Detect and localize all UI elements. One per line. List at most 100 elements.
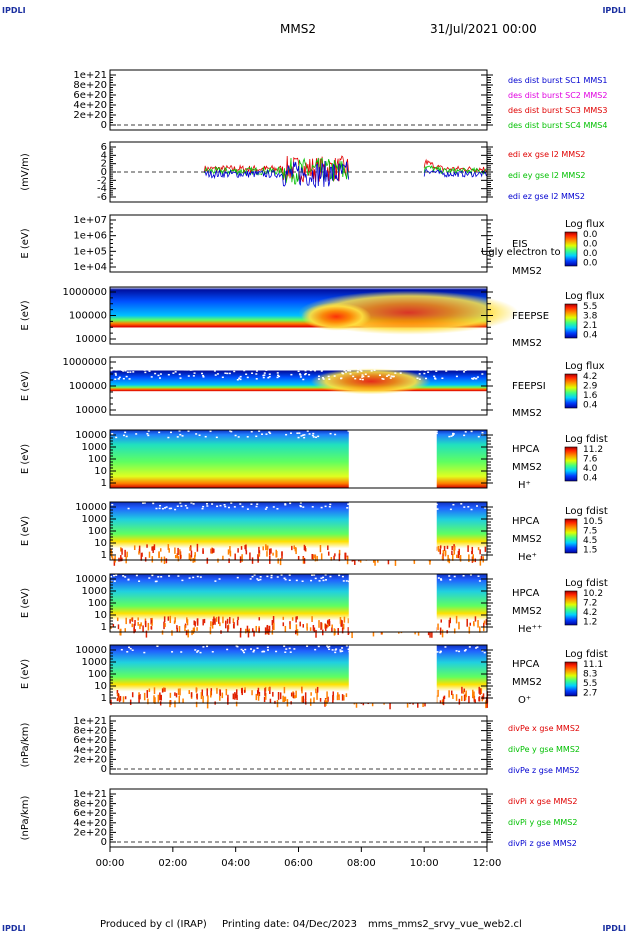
edi-legend-0: edi ex gse l2 MMS2 bbox=[508, 150, 585, 159]
hpca-h-label-1: MMS2 bbox=[512, 462, 542, 473]
edi-trace-2 bbox=[423, 168, 487, 178]
des-dist-ytick: 6e+20 bbox=[73, 90, 107, 101]
hpca-h-cbar-tick: 0.4 bbox=[583, 474, 598, 484]
hpca-hepp-ytick: 1000 bbox=[82, 586, 107, 597]
eis-label-0: EIS bbox=[512, 239, 528, 250]
des-dist-ytick: 8e+20 bbox=[73, 80, 107, 91]
hpca-hepp-ytick: 10 bbox=[94, 610, 107, 621]
feepse-cbar-title: Log flux bbox=[565, 291, 605, 302]
feepse-label-1: MMS2 bbox=[512, 338, 542, 349]
eis-colorbar bbox=[564, 231, 578, 267]
hpca-he-ytick: 1 bbox=[101, 550, 107, 561]
hpca-h-ytick: 1 bbox=[101, 478, 107, 489]
hpca-h-ytick: 10000 bbox=[75, 430, 107, 441]
hpca-h-cbar-title: Log fdist bbox=[565, 434, 608, 445]
edi-legend-2: edi ez gse l2 MMS2 bbox=[508, 192, 585, 201]
eis-ytick: 1e+07 bbox=[73, 215, 107, 226]
time-axis: 00:00 02:00 04:00 06:00 08:00 10:00 12:00 bbox=[96, 847, 502, 869]
divpi-legend-0: divPi x gse MMS2 bbox=[508, 797, 577, 806]
edi-trace-1 bbox=[423, 165, 487, 176]
edi-ylabel: (mV/m) bbox=[20, 153, 31, 191]
hpca-h-ytick: 10 bbox=[94, 466, 107, 477]
hpca-he-ytick: 10000 bbox=[75, 502, 107, 513]
panel-feepsi: 1000000 100000 10000 E (eV) FEEPSI MMS2 Log fl… bbox=[20, 356, 605, 419]
hpca-h-cbar-tick: 7.6 bbox=[583, 455, 598, 465]
hpca-o-label-1: MMS2 bbox=[512, 677, 542, 688]
divpe-ytick: 2e+20 bbox=[73, 754, 107, 765]
eis-cbar-title: Log flux bbox=[565, 219, 605, 230]
hpca-o-cbar-tick: 2.7 bbox=[583, 689, 597, 699]
feepsi-spectrogram bbox=[110, 369, 487, 400]
divpi-ytick: 1e+21 bbox=[73, 789, 107, 800]
hpca-h-cbar-tick: 4.0 bbox=[583, 464, 598, 474]
divpi-ytick: 8e+20 bbox=[73, 799, 107, 810]
hpca-hepp-cbar-tick: 1.2 bbox=[583, 618, 597, 628]
xtick-label: 12:00 bbox=[473, 858, 502, 869]
des-dist-legend-0: des dist burst SC1 MMS1 bbox=[508, 76, 607, 85]
hpca-hepp-data-gap bbox=[348, 574, 437, 632]
feepsi-cbar-tick: 1.6 bbox=[583, 391, 598, 401]
des-dist-ytick: 4e+20 bbox=[73, 100, 107, 111]
divpe-ytick: 1e+21 bbox=[73, 716, 107, 727]
feepse-cbar-tick: 0.4 bbox=[583, 331, 598, 341]
hpca-he-cbar-title: Log fdist bbox=[565, 506, 608, 517]
hpca-o-ytick: 10000 bbox=[75, 645, 107, 656]
divpe-legend-2: divPe z gse MMS2 bbox=[508, 766, 579, 775]
feepsi-cbar-tick: 2.9 bbox=[583, 382, 598, 392]
eis-overlay-label: Ugly electron to bbox=[481, 247, 561, 258]
hpca-o-ytick: 100 bbox=[88, 669, 107, 680]
panel-feepse: 1000000 100000 10000 E (eV) FEEPSE MMS2 Log fl… bbox=[20, 286, 605, 349]
hpca-o-cbar-tick: 5.5 bbox=[583, 679, 597, 689]
hpca-hepp-cbar-title: Log fdist bbox=[565, 578, 608, 589]
divpi-legend-1: divPi y gse MMS2 bbox=[508, 818, 577, 827]
footer-filename: mms_mms2_srvy_vue_web2.cl bbox=[368, 919, 522, 930]
hpca-h-ylabel: E (eV) bbox=[20, 444, 31, 474]
feepse-colorbar bbox=[564, 303, 578, 339]
divpi-ytick: 2e+20 bbox=[73, 827, 107, 838]
feepsi-cbar-tick: 4.2 bbox=[583, 372, 597, 382]
feepse-ylabel: E (eV) bbox=[20, 300, 31, 330]
divpe-ytick: 8e+20 bbox=[73, 726, 107, 737]
hpca-hepp-ytick: 100 bbox=[88, 598, 107, 609]
hpca-he-ylabel: E (eV) bbox=[20, 516, 31, 546]
feepse-enhancement-core bbox=[301, 302, 372, 331]
hpca-he-cbar-tick: 7.5 bbox=[583, 527, 597, 537]
hpca-he-colorbar bbox=[564, 518, 578, 554]
edi-trace-0 bbox=[423, 158, 487, 173]
des-dist-legend-1: des dist burst SC2 MMS2 bbox=[508, 91, 607, 100]
feepse-ytick: 10000 bbox=[75, 334, 107, 345]
hpca-o-colorbar bbox=[564, 661, 578, 697]
footer-produced: Produced by cl (IRAP) bbox=[100, 919, 207, 930]
hpca-he-cbar-tick: 10.5 bbox=[583, 517, 603, 527]
hpca-hepp-ytick: 10000 bbox=[75, 574, 107, 585]
hpca-h-label-0: HPCA bbox=[512, 444, 540, 455]
feepsi-enhancement bbox=[310, 368, 431, 395]
page-title: MMS2 bbox=[280, 22, 316, 36]
edi-ytick: 0 bbox=[101, 167, 107, 178]
divpi-legend-2: divPi z gse MMS2 bbox=[508, 839, 577, 848]
footer-printing-date: Printing date: 04/Dec/2023 bbox=[222, 919, 358, 930]
divpi-ylabel: (nPa/km) bbox=[20, 796, 31, 841]
hpca-h-ytick: 100 bbox=[88, 454, 107, 465]
eis-cbar-tick: 0.0 bbox=[583, 259, 598, 269]
eis-cbar-tick: 0.0 bbox=[583, 240, 598, 250]
xtick-label: 04:00 bbox=[221, 858, 250, 869]
hpca-h-colorbar bbox=[564, 446, 578, 482]
eis-ylabel: E (eV) bbox=[20, 228, 31, 258]
hpca-o-cbar-tick: 11.1 bbox=[583, 660, 603, 670]
divpe-legend-0: divPe x gse MMS2 bbox=[508, 724, 580, 733]
hpca-hepp-cbar-tick: 7.2 bbox=[583, 599, 597, 609]
hpca-he-cbar-tick: 1.5 bbox=[583, 546, 597, 556]
edi-ytick: -2 bbox=[97, 175, 107, 186]
divpe-ylabel: (nPa/km) bbox=[20, 723, 31, 768]
divpi-ytick: 4e+20 bbox=[73, 818, 107, 829]
divpe-ytick: 0 bbox=[101, 764, 107, 775]
hpca-hepp-cbar-tick: 4.2 bbox=[583, 608, 597, 618]
corner-mark-top-left: IPDLI bbox=[2, 6, 26, 15]
xtick-label: 08:00 bbox=[347, 858, 376, 869]
des-dist-ytick: 2e+20 bbox=[73, 110, 107, 121]
